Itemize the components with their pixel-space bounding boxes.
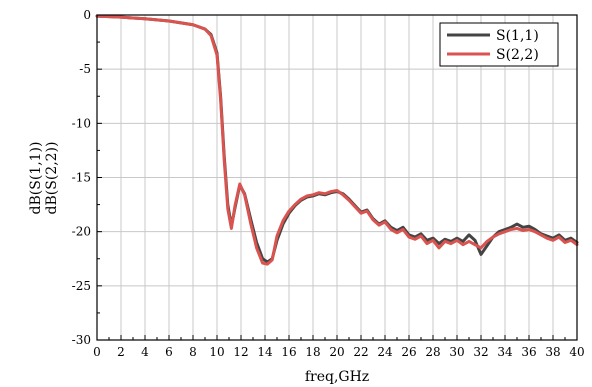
legend-label-s11: S(1,1): [496, 28, 539, 44]
x-tick-label: 40: [569, 345, 584, 359]
x-tick-label: 24: [377, 345, 393, 359]
series-lines: [95, 14, 579, 266]
y-tick-labels: 0 -5 -10 -15 -20 -25 -30: [72, 8, 91, 347]
series-line-s22: [95, 14, 579, 266]
x-tick-label: 2: [117, 345, 125, 359]
legend: S(1,1) S(2,2): [439, 22, 559, 67]
x-tick-label: 12: [233, 345, 248, 359]
x-tick-label: 4: [141, 345, 149, 359]
x-tick-label: 10: [209, 345, 224, 359]
y-axis-title-line2: dB(S(2,2)): [44, 142, 60, 215]
y-tick-label: -25: [72, 279, 91, 293]
legend-box: [439, 22, 559, 67]
x-tick-label: 28: [425, 345, 440, 359]
x-tick-label: 32: [473, 345, 488, 359]
y-tick-label: -20: [72, 225, 91, 239]
x-tick-label: 16: [281, 345, 296, 359]
x-tick-label: 38: [545, 345, 560, 359]
x-tick-label: 8: [189, 345, 197, 359]
x-tick-label: 6: [165, 345, 173, 359]
y-axis-title-line1: dB(S(1,1)): [28, 142, 44, 215]
y-tick-label: -15: [72, 171, 91, 185]
y-tick-label: -10: [72, 116, 91, 130]
x-tick-label: 0: [93, 345, 101, 359]
x-tick-label: 20: [329, 345, 344, 359]
x-tick-label: 18: [305, 345, 320, 359]
x-tick-label: 34: [497, 345, 513, 359]
x-tick-label: 26: [401, 345, 416, 359]
x-tick-label: 36: [521, 345, 536, 359]
y-tick-label: -30: [72, 333, 91, 347]
axis-ticks: [96, 14, 578, 341]
x-tick-label: 22: [353, 345, 368, 359]
x-tick-label: 14: [257, 345, 273, 359]
y-tick-label: 0: [83, 8, 91, 22]
x-tick-label: 30: [449, 345, 464, 359]
x-axis-title: freq,GHz: [305, 369, 369, 385]
x-tick-labels: 0 2 4 6 8 10 12 14 16 18 20 22 24 26 28 30 32 34 36 38 40: [93, 345, 584, 359]
y-tick-label: -5: [79, 62, 91, 76]
legend-label-s22: S(2,2): [496, 47, 539, 63]
